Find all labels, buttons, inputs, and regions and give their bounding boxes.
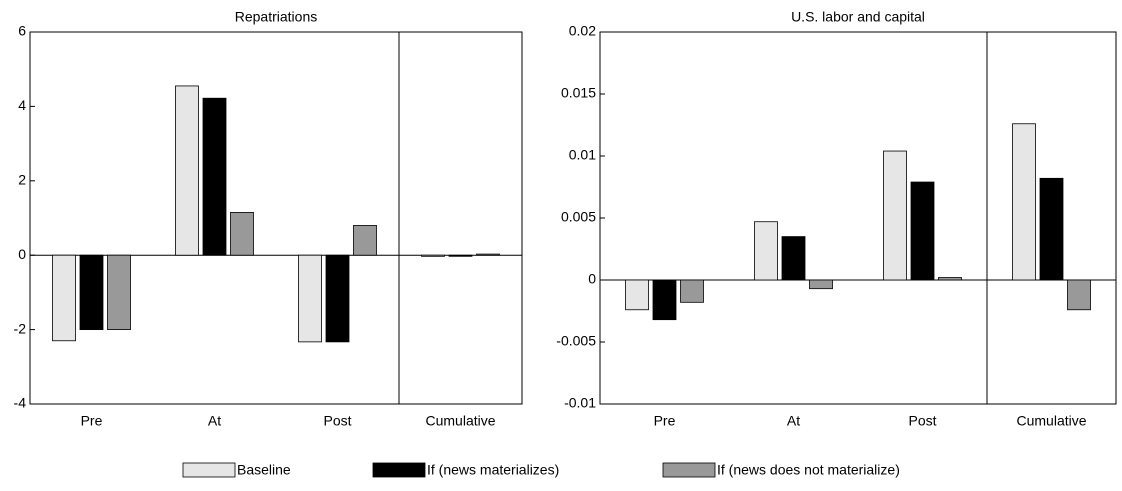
y-tick-label: -0.005: [556, 333, 596, 349]
x-tick-label: Cumulative: [1016, 413, 1086, 429]
bar: [1012, 123, 1036, 281]
y-tick-label: 4: [18, 97, 26, 113]
bar: [298, 254, 322, 343]
y-tick-label: 2: [18, 172, 26, 188]
bar: [680, 279, 704, 303]
bar: [202, 97, 227, 256]
y-tick-label: 0.02: [569, 23, 596, 39]
bar: [883, 150, 907, 281]
y-tick-label: -4: [14, 395, 27, 411]
bar: [175, 85, 199, 256]
y-tick-label: 0.005: [561, 209, 596, 225]
y-tick-label: 0: [588, 271, 596, 287]
x-tick-label: Pre: [81, 413, 103, 429]
bar: [476, 253, 500, 256]
bar: [809, 279, 833, 290]
legend-label: Baseline: [237, 462, 291, 478]
y-tick-label: 0.015: [561, 85, 596, 101]
x-tick-label: Pre: [654, 413, 676, 429]
bar: [79, 254, 104, 330]
plot-frame: [29, 31, 523, 405]
y-tick-label: -2: [14, 320, 27, 336]
x-tick-label: At: [787, 413, 800, 429]
y-tick-label: 0: [18, 246, 26, 262]
bar: [910, 181, 935, 281]
chart-title: U.S. labor and capital: [791, 9, 925, 25]
bar: [107, 254, 131, 330]
bar: [1067, 279, 1091, 311]
bar: [353, 225, 377, 256]
x-tick-label: Post: [908, 413, 936, 429]
x-tick-label: At: [208, 413, 221, 429]
y-tick-label: -0.01: [564, 395, 596, 411]
y-tick-label: 6: [18, 23, 26, 39]
legend-label: If (news materializes): [427, 462, 559, 478]
legend-swatch: [662, 462, 716, 478]
bar: [325, 254, 350, 343]
bar: [652, 279, 677, 321]
x-tick-label: Cumulative: [425, 413, 495, 429]
legend-swatch: [182, 462, 236, 478]
x-tick-label: Post: [323, 413, 351, 429]
chart-title: Repatriations: [235, 9, 318, 25]
bar: [1039, 177, 1064, 281]
bar: [938, 277, 962, 281]
plot-frame: [599, 31, 1117, 405]
bar: [754, 221, 778, 281]
bar: [421, 254, 445, 257]
legend-swatch: [372, 462, 426, 478]
bar: [52, 254, 76, 342]
bar: [781, 236, 806, 281]
legend-label: If (news does not materialize): [717, 462, 900, 478]
y-tick-label: 0.01: [569, 147, 596, 163]
bar: [230, 212, 254, 256]
bar: [625, 279, 649, 311]
bar: [448, 254, 473, 257]
